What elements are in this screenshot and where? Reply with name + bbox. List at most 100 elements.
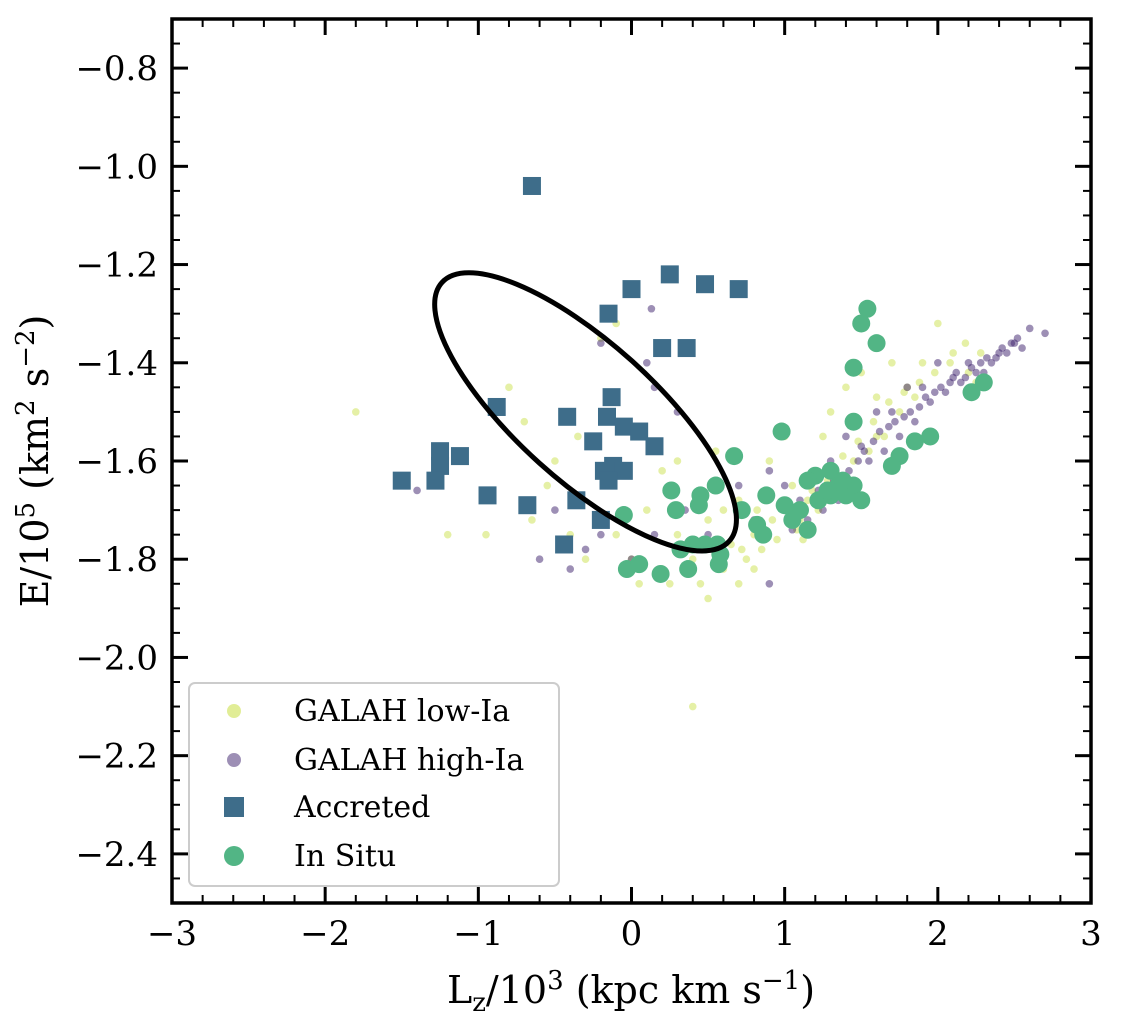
in-situ-point — [821, 461, 840, 480]
galah-low-ia-point — [551, 457, 559, 465]
tick-labels: −3 −2 −1 0 1 2 3 −0.8 −1.0 −1.2 −1.4 −1.6 −1.8 −2.0 −2… — [75, 49, 1101, 954]
galah-low-ia-point — [946, 358, 954, 367]
galah-low-ia-point — [826, 408, 835, 416]
galah-high-ia-point — [535, 555, 544, 564]
galah-low-ia-point — [704, 516, 712, 524]
y-tick-label: −1.2 — [75, 246, 158, 286]
accreted-point — [653, 339, 672, 358]
legend-label-accreted: Accreted — [293, 790, 430, 825]
galah-high-ia-point — [1007, 339, 1016, 347]
galah-low-ia-point — [918, 358, 927, 367]
galah-high-ia-point — [854, 457, 862, 465]
galah-high-ia-point — [895, 432, 904, 441]
in-situ-point — [852, 314, 871, 333]
galah-low-ia-point — [768, 516, 777, 524]
galah-high-ia-point — [998, 344, 1006, 352]
y-tick-label: −1.8 — [75, 540, 158, 580]
galah-high-ia-point — [934, 358, 942, 367]
galah-low-ia-point — [750, 565, 758, 573]
galah-low-ia-point — [520, 417, 529, 426]
galah-low-ia-point — [869, 417, 878, 426]
galah-low-ia-point — [704, 594, 712, 603]
galah-high-ia-point — [597, 530, 605, 539]
galah-high-ia-point — [647, 304, 656, 313]
galah-high-ia-point — [875, 427, 884, 436]
x-tick-label: −3 — [147, 914, 197, 954]
accreted-point — [558, 407, 577, 426]
x-tick-label: 0 — [621, 914, 643, 954]
galah-high-ia-point — [972, 368, 980, 377]
galah-low-ia-point — [773, 535, 781, 544]
legend-label-galah-high: GALAH high-Ia — [294, 743, 524, 778]
legend-label-in-situ: In Situ — [294, 839, 396, 874]
galah-low-ia-point — [643, 506, 651, 514]
galah-high-ia-point — [941, 388, 950, 397]
galah-low-ia-point — [543, 481, 552, 490]
legend-box — [188, 682, 560, 887]
galah-high-ia-point — [734, 481, 743, 490]
galah-low-ia-point — [688, 702, 697, 711]
in-situ-point — [775, 496, 794, 515]
galah-high-ia-point — [1002, 349, 1011, 357]
in-situ-point — [974, 373, 993, 392]
galah-high-ia-point — [869, 437, 878, 446]
accreted-point — [602, 388, 621, 407]
in-situ-point — [818, 481, 837, 500]
galah-low-ia-point — [443, 530, 452, 539]
y-tick-label: −1.0 — [75, 147, 158, 187]
galah-high-ia-point — [885, 422, 893, 431]
galah-low-ia-point — [819, 432, 827, 441]
galah-low-ia-point — [765, 457, 774, 465]
accreted-point — [677, 339, 696, 358]
accreted-point — [597, 407, 616, 426]
galah-high-ia-point — [643, 358, 651, 367]
galah-high-ia-point — [903, 383, 911, 392]
accreted-point — [426, 471, 445, 490]
galah-low-ia-point — [658, 467, 666, 475]
galah-high-ia-point — [860, 447, 869, 455]
galah-high-ia-point — [891, 417, 899, 426]
galah-low-ia-point — [895, 408, 904, 416]
in-situ-point — [844, 358, 863, 377]
in-situ-point — [852, 491, 871, 510]
galah-high-ia-point — [946, 378, 954, 387]
in-situ-point — [709, 555, 728, 574]
in-situ-point — [630, 555, 649, 574]
in-situ-point — [921, 427, 940, 446]
in-situ-point — [962, 383, 981, 402]
galah-high-ia-point — [911, 417, 919, 426]
galah-high-ia-point — [1025, 324, 1034, 333]
legend-marker-galah-low — [227, 704, 241, 718]
galah-low-ia-point — [696, 579, 705, 588]
galah-high-ia-point — [957, 378, 965, 387]
galah-low-ia-point — [753, 506, 761, 514]
galah-low-ia-point — [788, 481, 797, 490]
galah-high-ia-point — [888, 408, 896, 416]
in-situ-point — [706, 476, 725, 495]
galah-high-ia-point — [906, 408, 915, 416]
accreted-point — [645, 437, 664, 456]
legend-marker-in-situ — [224, 846, 244, 866]
in-situ-point — [772, 422, 791, 441]
in-situ-point — [748, 515, 767, 534]
galah-low-ia-point — [719, 506, 728, 514]
galah-high-ia-point — [842, 432, 850, 441]
galah-high-ia-point — [926, 398, 934, 406]
accreted-point — [599, 471, 618, 490]
in-situ-point — [798, 520, 817, 539]
x-axis-title: Lz/103 (kpc km s−1) — [447, 966, 815, 1018]
galah-high-ia-point — [1041, 329, 1049, 338]
accreted-point — [614, 461, 633, 480]
accreted-point — [584, 432, 603, 451]
galah-high-ia-point — [597, 339, 605, 347]
galah-high-ia-point — [551, 506, 559, 514]
x-tick-label: 3 — [1080, 914, 1102, 954]
accreted-point — [622, 280, 641, 299]
galah-low-ia-point — [976, 349, 985, 357]
galah-low-ia-point — [842, 383, 850, 392]
accreted-point — [518, 496, 537, 515]
y-tick-label: −1.4 — [75, 344, 158, 384]
galah-low-ia-point — [612, 530, 620, 539]
y-axis-title: E/105 (km2 s−2) — [11, 315, 57, 608]
galah-low-ia-point — [742, 555, 751, 564]
